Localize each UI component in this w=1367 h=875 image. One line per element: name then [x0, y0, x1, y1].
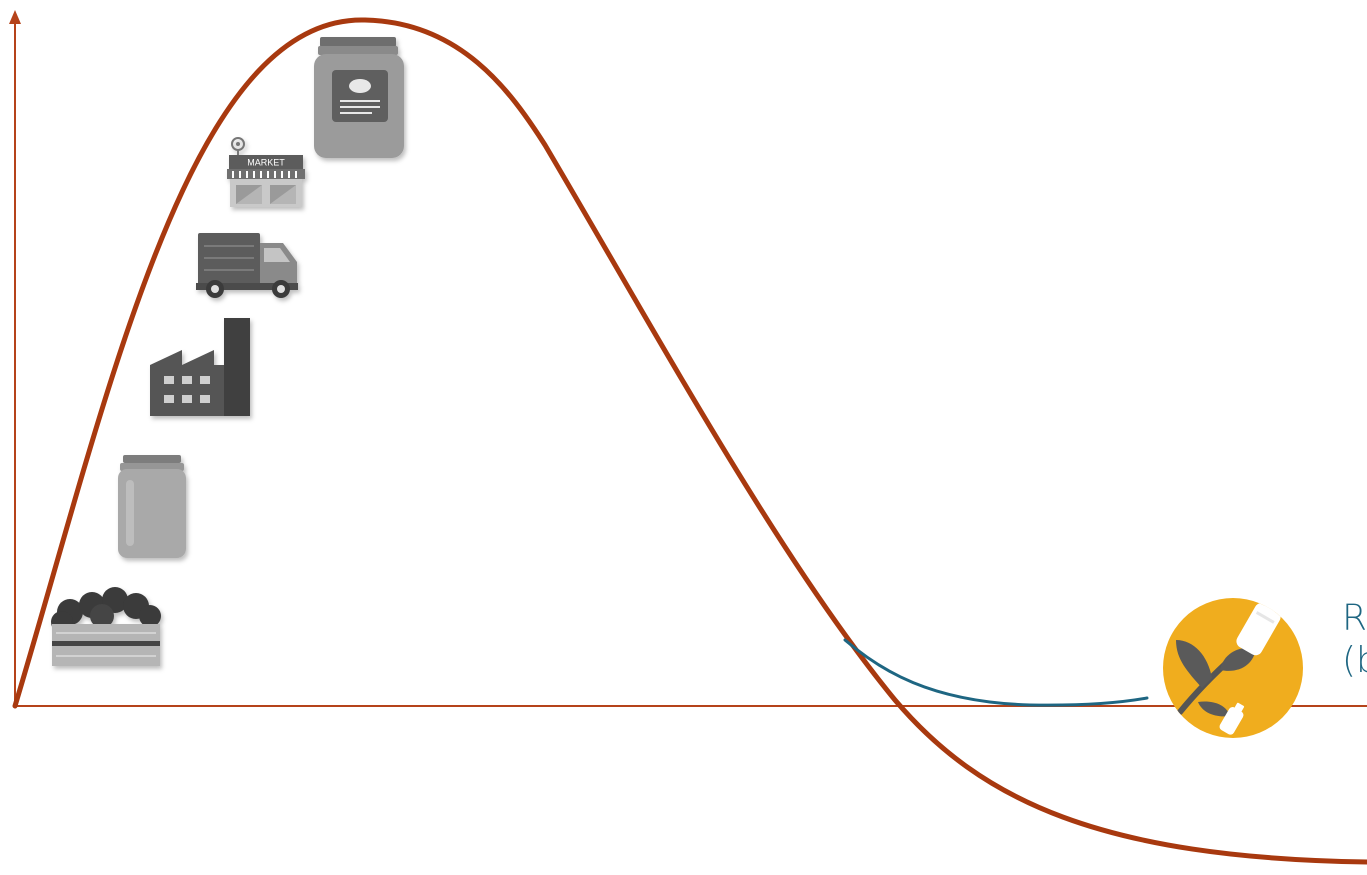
recovery-label: R (b — [1342, 598, 1367, 682]
market-sign-text: MARKET — [247, 158, 285, 168]
lifecycle-curve — [12, 17, 1367, 865]
y-axis-arrow — [9, 10, 21, 24]
fruit-crate-icon — [51, 587, 161, 666]
delivery-truck-icon — [196, 233, 298, 298]
market-icon: MARKET — [227, 137, 305, 207]
recovery-label-line-2: (b — [1342, 640, 1367, 681]
plant-bottle-recycle-icon — [1163, 598, 1303, 738]
factory-icon — [150, 318, 250, 416]
recovery-curve — [843, 638, 1149, 707]
labeled-jar-icon — [314, 37, 404, 158]
recovery-label-line-1: R — [1342, 598, 1367, 639]
axes — [9, 10, 1367, 707]
empty-jar-icon — [118, 455, 186, 558]
